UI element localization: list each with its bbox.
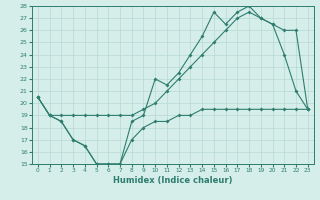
X-axis label: Humidex (Indice chaleur): Humidex (Indice chaleur) <box>113 176 233 185</box>
